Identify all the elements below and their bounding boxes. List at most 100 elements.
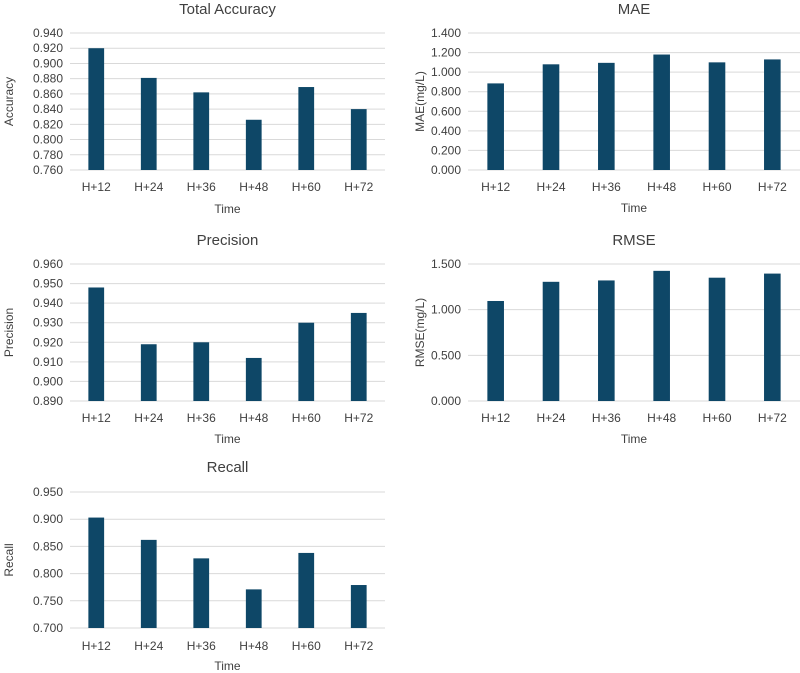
y-tick-label: 0.600 <box>431 104 461 118</box>
bar-h-36 <box>598 280 615 401</box>
x-axis-label: Time <box>214 432 241 446</box>
y-tick-label: 0.910 <box>33 355 63 369</box>
y-tick-label: 0.850 <box>33 539 63 553</box>
y-tick-label: 0.760 <box>33 163 63 177</box>
bar-h-48 <box>245 119 262 170</box>
chart-recall: Recall 0.700 0.750 0.800 0.850 0.900 0.950 H+12… <box>2 459 385 673</box>
bar-h-36 <box>193 342 210 401</box>
bar-h-48 <box>245 357 262 401</box>
bar-h-72 <box>350 312 367 401</box>
bar-h-72 <box>350 109 367 170</box>
y-tick-label: 1.400 <box>431 26 461 40</box>
x-tick-label: H+36 <box>187 639 216 653</box>
chart-title: Total Accuracy <box>179 1 276 18</box>
x-axis-label: Time <box>214 659 241 673</box>
y-tick-label: 0.820 <box>33 117 63 131</box>
x-tick-label: H+72 <box>344 180 373 194</box>
bar-h-24 <box>140 344 157 401</box>
bar-h-24 <box>140 539 157 628</box>
x-tick-label: H+12 <box>82 411 111 425</box>
bar-h-24 <box>140 77 157 170</box>
bar-h-72 <box>350 585 367 628</box>
chart-title: Precision <box>197 232 259 249</box>
x-tick-label: H+36 <box>187 180 216 194</box>
x-tick-label: H+72 <box>344 639 373 653</box>
y-tick-label: 0.950 <box>33 277 63 291</box>
bar-h-12 <box>88 48 105 170</box>
y-tick-label: 0.930 <box>33 316 63 330</box>
y-tick-label: 0.900 <box>33 512 63 526</box>
y-tick-label: 1.000 <box>431 65 461 79</box>
y-tick-label: 0.940 <box>33 296 63 310</box>
y-tick-label: 1.200 <box>431 46 461 60</box>
x-axis-label: Time <box>621 201 648 215</box>
x-tick-label: H+36 <box>592 411 621 425</box>
bar-h-36 <box>193 558 210 628</box>
bar-h-60 <box>708 277 726 401</box>
y-tick-label: 0.900 <box>33 56 63 70</box>
y-tick-label: 0.800 <box>33 567 63 581</box>
y-tick-label: 0.200 <box>431 143 461 157</box>
y-tick-label: 0.800 <box>33 133 63 147</box>
x-tick-label: H+60 <box>702 411 731 425</box>
x-tick-label: H+60 <box>702 180 731 194</box>
bar-h-60 <box>298 322 315 401</box>
bar-h-12 <box>88 287 105 401</box>
y-tick-label: 0.920 <box>33 41 63 55</box>
x-axis-label: Time <box>214 202 241 216</box>
y-tick-label: 0.780 <box>33 148 63 162</box>
y-tick-label: 0.840 <box>33 102 63 116</box>
x-tick-label: H+36 <box>592 180 621 194</box>
y-tick-label: 0.500 <box>431 348 461 362</box>
chart-rmse: RMSE 0.000 0.500 1.000 1.500 H+12 H+24 H+36 H+48… <box>413 232 800 446</box>
x-tick-label: H+48 <box>239 180 268 194</box>
x-tick-label: H+72 <box>758 411 787 425</box>
bar-h-48 <box>245 589 262 628</box>
y-tick-label: 0.400 <box>431 124 461 138</box>
bar-h-48 <box>653 270 670 401</box>
y-tick-label: 0.000 <box>431 163 461 177</box>
bar-h-72 <box>764 273 781 401</box>
x-tick-label: H+12 <box>481 411 510 425</box>
x-tick-label: H+60 <box>292 411 321 425</box>
chart-title: MAE <box>618 1 651 18</box>
y-axis-label: RMSE(mg/L) <box>413 298 427 367</box>
y-tick-label: 1.500 <box>431 257 461 271</box>
bar-h-12 <box>88 517 105 628</box>
x-tick-label: H+48 <box>239 411 268 425</box>
x-tick-label: H+24 <box>134 411 163 425</box>
chart-title: Recall <box>207 459 249 476</box>
y-tick-label: 0.890 <box>33 394 63 408</box>
x-tick-label: H+24 <box>134 180 163 194</box>
y-axis-label: MAE(mg/L) <box>413 71 427 132</box>
chart-total-accuracy: Total Accuracy0.7600.7800.8000.8200.8400… <box>2 1 385 216</box>
bar-h-12 <box>487 300 504 401</box>
chart-mae: MAE 0.000 0.200 0.400 0.600 0.800 1.000 1.200 1.… <box>413 1 800 215</box>
y-axis-label: Accuracy <box>2 77 16 126</box>
x-tick-label: H+24 <box>134 639 163 653</box>
bar-h-12 <box>487 83 504 170</box>
y-tick-label: 0.950 <box>33 485 63 499</box>
bar-h-60 <box>298 552 315 628</box>
y-tick-label: 0.940 <box>33 26 63 40</box>
y-axis-label: Precision <box>2 308 16 357</box>
bar-h-24 <box>542 64 560 170</box>
x-tick-label: H+36 <box>187 411 216 425</box>
bar-h-36 <box>193 92 210 170</box>
y-tick-label: 0.750 <box>33 594 63 608</box>
bar-h-72 <box>764 59 781 170</box>
x-tick-label: H+72 <box>758 180 787 194</box>
x-axis-label: Time <box>621 432 648 446</box>
bar-h-36 <box>598 62 615 170</box>
x-tick-label: H+24 <box>536 180 565 194</box>
bar-h-60 <box>298 87 315 170</box>
chart-precision: Precision 0.890 0.900 0.910 0.920 0.930 0.940 0… <box>2 232 385 446</box>
y-tick-label: 0.860 <box>33 87 63 101</box>
y-tick-label: 0.000 <box>431 394 461 408</box>
x-tick-label: H+12 <box>82 180 111 194</box>
x-tick-label: H+60 <box>292 639 321 653</box>
x-tick-label: H+72 <box>344 411 373 425</box>
x-tick-label: H+48 <box>647 411 676 425</box>
y-axis-label: Recall <box>2 543 16 576</box>
